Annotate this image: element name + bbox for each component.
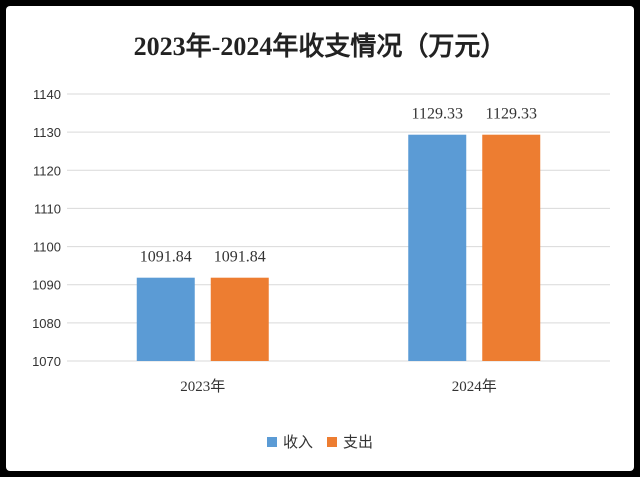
bars	[136, 134, 541, 361]
x-axis: 2023年 2024年	[180, 378, 497, 395]
legend-swatch-income	[266, 436, 277, 447]
legend-swatch-expense	[327, 436, 337, 447]
data-label-income-1: 1129.33	[412, 106, 463, 123]
data-label-expense-1: 1129.33	[486, 106, 537, 123]
legend-label-expense: 支出	[343, 433, 374, 451]
chart-frame: 2023年-2024年收支情况（万元） 1070 1080 1090 1100 1110…	[6, 6, 634, 471]
legend-item-expense: 支出	[327, 431, 373, 452]
y-tick-label-1130: 1130	[33, 125, 61, 140]
bar-income-1	[408, 134, 467, 361]
data-labels: 1091.84 1091.84 1129.33 1129.33	[140, 106, 537, 266]
y-tick-label-1090: 1090	[32, 278, 61, 293]
y-tick-label-1070: 1070	[32, 354, 61, 369]
data-label-income-0: 1091.84	[140, 249, 192, 266]
y-tick-label-1120: 1120	[33, 163, 61, 178]
legend: 收入 支出	[6, 431, 634, 452]
y-tick-label-1080: 1080	[32, 316, 61, 331]
chart-title: 2023年-2024年收支情况（万元）	[133, 32, 507, 61]
y-axis: 1070 1080 1090 1100 1110 1120 1130 1140	[32, 87, 61, 369]
y-tick-label-1100: 1100	[33, 240, 61, 255]
legend-label-income: 收入	[282, 433, 313, 451]
legend-item-income: 收入	[266, 431, 313, 452]
y-tick-label-1110: 1110	[34, 201, 61, 216]
y-tick-label-1140: 1140	[33, 87, 61, 102]
x-category-label-0: 2023年	[180, 378, 225, 395]
data-label-expense-0: 1091.84	[214, 249, 266, 266]
bar-income-0	[136, 277, 195, 361]
bar-expense-0	[210, 277, 269, 361]
bar-chart: 1070 1080 1090 1100 1110 1120 1130 1140 1091.84…	[32, 87, 610, 395]
x-category-label-1: 2024年	[452, 378, 497, 395]
bar-expense-1	[482, 134, 541, 361]
